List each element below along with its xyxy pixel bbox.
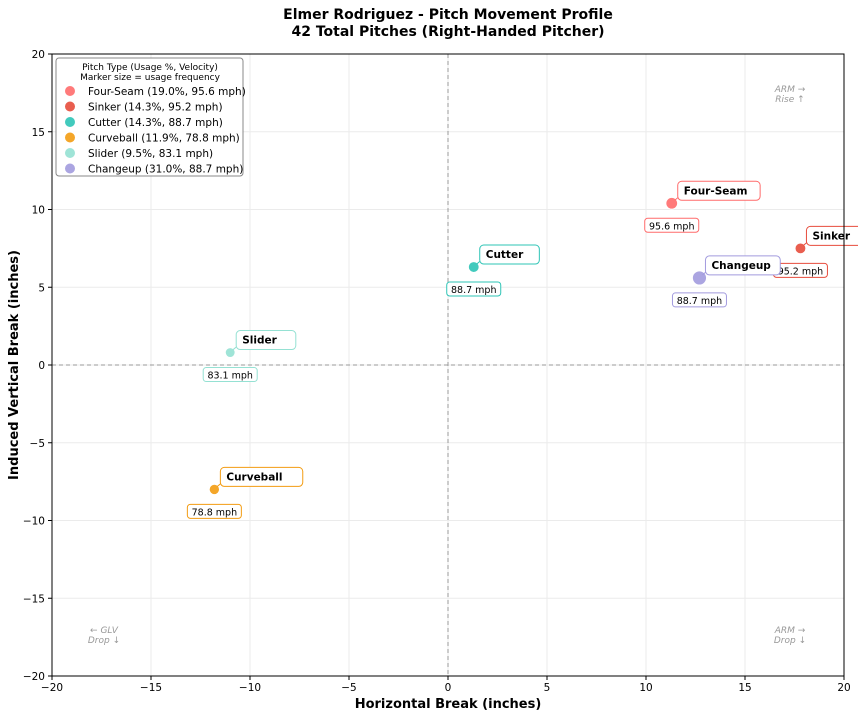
velocity-label-changeup: 88.7 mph xyxy=(677,296,722,307)
legend-entry: Changeup (31.0%, 88.7 mph) xyxy=(88,164,243,176)
point-sinker xyxy=(794,242,807,255)
legend-subtitle: Marker size = usage frequency xyxy=(80,73,221,83)
y-tick-label: 15 xyxy=(32,127,45,139)
legend-marker xyxy=(65,163,75,174)
legend-title: Pitch Type (Usage %, Velocity) xyxy=(82,63,218,73)
corner-annotation: ← GLV xyxy=(90,626,119,636)
name-label-box xyxy=(677,180,761,201)
x-tick-label: 0 xyxy=(445,682,452,694)
velocity-label-box xyxy=(671,292,727,308)
name-label-slider: Slider xyxy=(242,335,277,347)
name-label-box xyxy=(704,255,781,276)
legend-entry: Slider (9.5%, 83.1 mph) xyxy=(88,148,213,160)
y-tick-label: 5 xyxy=(38,282,45,294)
plot-frame xyxy=(51,53,845,677)
chart-title: Elmer Rodriguez - Pitch Movement Profile xyxy=(283,7,613,23)
x-tick-label: −5 xyxy=(341,682,356,694)
x-tick-label: −20 xyxy=(41,682,63,694)
name-label-box xyxy=(219,466,304,487)
name-label-changeup: Changeup xyxy=(711,260,771,272)
legend-marker xyxy=(65,86,75,96)
velocity-label-curveball: 78.8 mph xyxy=(192,507,237,518)
legend-entry: Cutter (14.3%, 88.7 mph) xyxy=(88,117,223,129)
y-tick-label: 20 xyxy=(32,49,45,61)
y-tick-label: −15 xyxy=(23,593,45,605)
y-tick-label: 0 xyxy=(38,360,45,372)
x-axis-label: Horizontal Break (inches) xyxy=(355,697,542,712)
legend-entry: Sinker (14.3%, 95.2 mph) xyxy=(88,102,223,114)
y-axis-label: Induced Vertical Break (inches) xyxy=(7,250,22,480)
x-tick-label: 15 xyxy=(738,682,751,694)
point-slider xyxy=(224,347,236,359)
x-tick-label: −15 xyxy=(140,682,162,694)
name-label-box xyxy=(805,225,858,246)
velocity-label-cutter: 88.7 mph xyxy=(451,285,496,296)
legend-entry: Four-Seam (19.0%, 95.6 mph) xyxy=(88,86,246,98)
corner-annotation: Drop ↓ xyxy=(774,636,806,646)
name-label-four-seam: Four-Seam xyxy=(684,185,748,197)
velocity-label-box xyxy=(186,503,242,519)
legend-marker xyxy=(65,101,75,112)
legend-box xyxy=(55,57,244,177)
legend-marker xyxy=(65,132,75,143)
corner-annotation: Drop ↓ xyxy=(88,636,120,646)
legend-entry: Curveball (11.9%, 78.8 mph) xyxy=(88,133,240,145)
velocity-label-box xyxy=(202,367,258,383)
name-label-curveball: Curveball xyxy=(226,471,282,483)
velocity-label-box xyxy=(446,281,502,297)
corner-annotation: ARM → xyxy=(774,85,806,95)
y-tick-label: −10 xyxy=(23,516,45,528)
x-tick-label: −10 xyxy=(239,682,261,694)
name-label-sinker: Sinker xyxy=(812,230,850,242)
velocity-label-four-seam: 95.6 mph xyxy=(649,221,694,232)
y-tick-label: −20 xyxy=(23,671,45,683)
y-tick-label: −5 xyxy=(30,438,45,450)
velocity-label-box xyxy=(644,217,700,233)
chart-subtitle: 42 Total Pitches (Right-Handed Pitcher) xyxy=(291,24,604,40)
x-tick-label: 10 xyxy=(639,682,652,694)
legend: Pitch Type (Usage %, Velocity)Marker siz… xyxy=(55,57,246,177)
name-label-box xyxy=(235,330,297,351)
velocity-label-slider: 83.1 mph xyxy=(207,371,252,382)
name-label-box xyxy=(479,244,540,265)
y-tick-label: 10 xyxy=(32,205,45,217)
corner-annotation: ARM → xyxy=(774,626,806,636)
x-tick-label: 5 xyxy=(544,682,551,694)
corner-annotation: Rise ↑ xyxy=(775,95,804,105)
point-cutter xyxy=(467,261,480,273)
point-curveball xyxy=(208,483,221,496)
point-four-seam xyxy=(665,196,679,210)
legend-marker xyxy=(65,148,75,158)
legend-marker xyxy=(65,117,75,127)
velocity-label-sinker: 95.2 mph xyxy=(778,266,823,277)
name-label-cutter: Cutter xyxy=(486,249,524,261)
x-tick-label: 20 xyxy=(837,682,850,694)
